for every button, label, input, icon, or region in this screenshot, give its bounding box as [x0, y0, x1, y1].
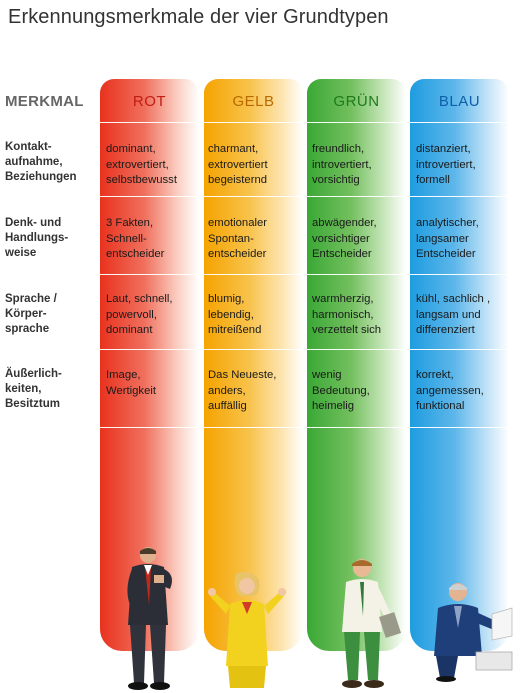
- row-divider: [100, 427, 509, 428]
- row-label-aeusserlichkeiten: Äußerlich-keiten, Besitztum: [5, 368, 62, 410]
- cell-aeusserlich-blau: korrekt, angemessen, funktional: [416, 369, 484, 412]
- man-blau-illustration: [434, 583, 513, 682]
- cell-denkweise-gruen: abwägender, vorsichtiger Entscheider: [312, 217, 377, 260]
- row-label-sprache: Sprache / Körper-sprache: [5, 293, 57, 335]
- cell-sprache-rot: Laut, schnell, powervoll, dominant: [106, 293, 173, 336]
- cell-aeusserlich-gruen: wenig Bedeutung, heimelig: [312, 369, 370, 412]
- woman-gelb-illustration: [208, 571, 286, 688]
- column-header-gelb: GELB: [232, 93, 275, 110]
- page-title: Erkennungsmerkmale der vier Grundtypen: [8, 6, 389, 28]
- businessman-rot-illustration: [127, 547, 172, 690]
- cell-aeusserlich-gelb: Das Neueste, anders, auffällig: [208, 369, 277, 412]
- cell-sprache-gelb: blumig, lebendig, mitreißend: [208, 293, 262, 336]
- cell-sprache-blau: kühl, sachlich , langsam und differenziert: [416, 293, 491, 336]
- cell-kontakt-blau: distanziert, introvertiert, formell: [416, 143, 476, 186]
- column-header-rot: ROT: [132, 93, 167, 110]
- cell-denkweise-gelb: emotionaler Spontan-entscheider: [208, 217, 268, 260]
- merkmal-header: MERKMAL: [5, 93, 84, 110]
- cell-denkweise-rot: 3 Fakten, Schnell-entscheider: [106, 217, 165, 260]
- cell-kontakt-rot: dominant, extrovertiert, selbstbewusst: [106, 143, 177, 186]
- column-header-blau: BLAU: [438, 93, 481, 110]
- column-gelb: [204, 79, 303, 651]
- column-header-gruen: GRÜN: [333, 93, 380, 110]
- row-divider: [100, 122, 509, 123]
- row-label-denkweise: Denk- und Handlungs-weise: [5, 217, 69, 259]
- row-divider: [100, 274, 509, 275]
- cell-sprache-gruen: warmherzig, harmonisch, verzettelt sich: [312, 293, 382, 336]
- cell-denkweise-blau: analytischer, langsamer Entscheider: [416, 217, 479, 260]
- row-divider: [100, 196, 509, 197]
- column-gruen: [307, 79, 406, 651]
- cell-kontakt-gruen: freundlich, introvertiert, vorsichtig: [312, 143, 372, 186]
- cell-aeusserlich-rot: Image, Wertigkeit: [106, 369, 157, 397]
- column-blau: [410, 79, 509, 651]
- man-gruen-illustration: [342, 559, 402, 688]
- row-label-kontakt: Kontakt-aufnahme, Beziehungen: [5, 141, 77, 183]
- cell-kontakt-gelb: charmant, extrovertiert begeisternd: [208, 143, 268, 186]
- row-divider: [100, 349, 509, 350]
